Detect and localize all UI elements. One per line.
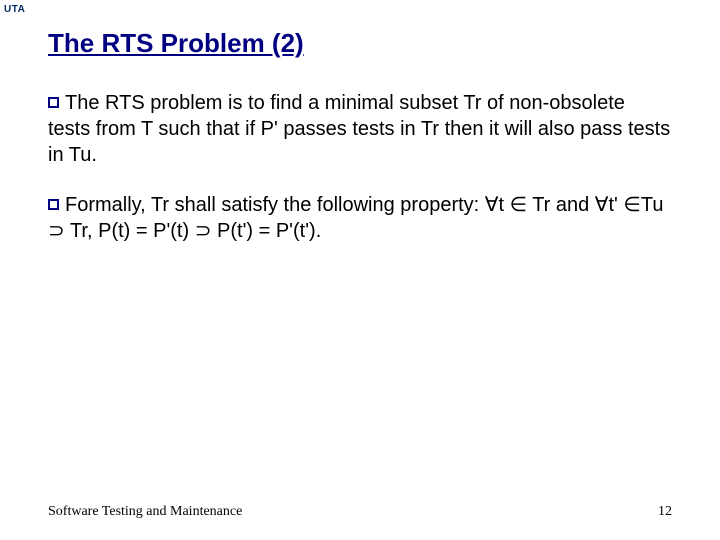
square-bullet-icon [48, 199, 59, 210]
footer-left-text: Software Testing and Maintenance [48, 504, 242, 519]
square-bullet-icon [48, 97, 59, 108]
logo: UTA [4, 4, 25, 15]
content-area: The RTS problem is to find a minimal sub… [48, 90, 672, 268]
footer-left: Software Testing and Maintenance [48, 504, 242, 520]
logo-text: UTA [4, 4, 25, 15]
footer-page-number: 12 [658, 504, 672, 519]
bullet-text: The RTS problem is to find a minimal sub… [48, 92, 670, 166]
bullet-item: Formally, Tr shall satisfy the following… [48, 192, 672, 244]
slide-title-text: The RTS Problem (2) [48, 28, 304, 58]
bullet-item: The RTS problem is to find a minimal sub… [48, 90, 672, 168]
footer-right: 12 [658, 504, 672, 520]
bullet-text: Formally, Tr shall satisfy the following… [48, 194, 663, 242]
slide-title: The RTS Problem (2) [48, 28, 304, 59]
